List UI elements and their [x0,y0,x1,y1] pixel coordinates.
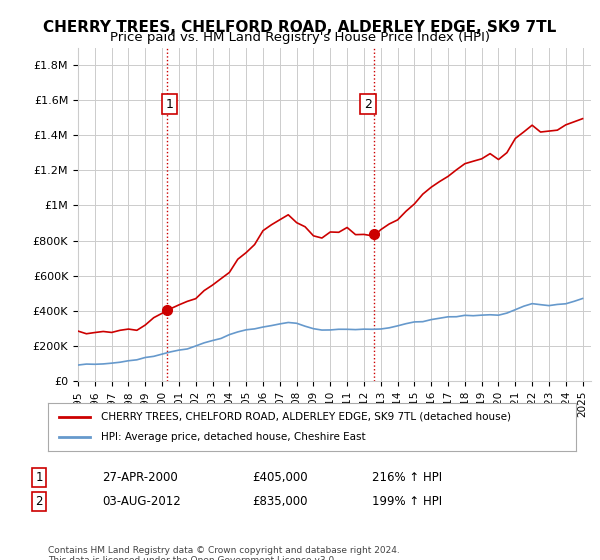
Text: 03-AUG-2012: 03-AUG-2012 [102,494,181,508]
Text: HPI: Average price, detached house, Cheshire East: HPI: Average price, detached house, Ches… [101,432,365,442]
Text: 1: 1 [35,470,43,484]
Text: £835,000: £835,000 [252,494,308,508]
Text: CHERRY TREES, CHELFORD ROAD, ALDERLEY EDGE, SK9 7TL (detached house): CHERRY TREES, CHELFORD ROAD, ALDERLEY ED… [101,412,511,422]
Text: 27-APR-2000: 27-APR-2000 [102,470,178,484]
Text: 199% ↑ HPI: 199% ↑ HPI [372,494,442,508]
Text: 1: 1 [166,98,173,111]
Text: 216% ↑ HPI: 216% ↑ HPI [372,470,442,484]
Text: CHERRY TREES, CHELFORD ROAD, ALDERLEY EDGE, SK9 7TL: CHERRY TREES, CHELFORD ROAD, ALDERLEY ED… [43,20,557,35]
Text: 2: 2 [35,494,43,508]
Text: 2: 2 [364,98,372,111]
Text: £405,000: £405,000 [252,470,308,484]
Text: Contains HM Land Registry data © Crown copyright and database right 2024.
This d: Contains HM Land Registry data © Crown c… [48,546,400,560]
Text: Price paid vs. HM Land Registry's House Price Index (HPI): Price paid vs. HM Land Registry's House … [110,31,490,44]
